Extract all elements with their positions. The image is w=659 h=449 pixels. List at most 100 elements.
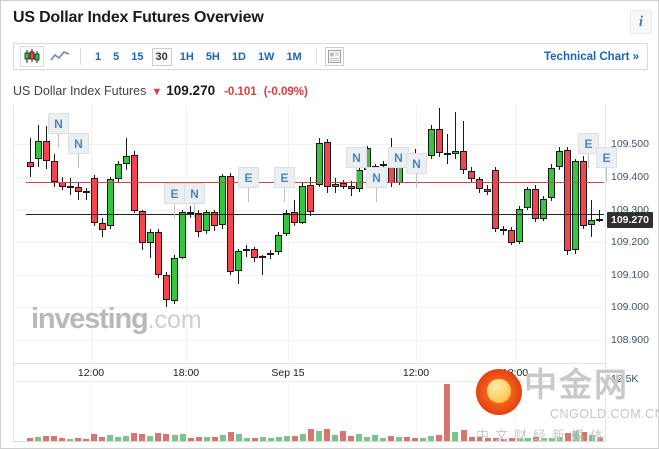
news-event-marker[interactable]: N bbox=[388, 147, 409, 168]
economic-event-marker[interactable]: E bbox=[596, 147, 617, 168]
volume-bar-up bbox=[171, 434, 178, 441]
header: US Dollar Index Futures Overview i bbox=[1, 1, 659, 39]
candle-body-up bbox=[219, 176, 227, 226]
volume-bar-down bbox=[75, 437, 82, 441]
price-axis-label: 109.300 bbox=[611, 203, 649, 216]
timeframe-5h[interactable]: 5H bbox=[205, 50, 220, 63]
time-axis-label: 12:00 bbox=[402, 367, 430, 379]
volume-bar-up bbox=[516, 437, 523, 441]
candle-wick bbox=[77, 183, 79, 200]
candle-body-down bbox=[187, 211, 195, 214]
info-icon-glyph: i bbox=[638, 13, 644, 30]
volume-bar-down bbox=[43, 435, 50, 441]
timeframe-1h[interactable]: 1H bbox=[179, 50, 194, 63]
chart-right-border bbox=[605, 105, 606, 441]
news-event-marker[interactable]: N bbox=[346, 147, 367, 168]
economic-event-marker[interactable]: E bbox=[238, 167, 259, 188]
economic-event-marker[interactable]: E bbox=[578, 133, 599, 154]
volume-bar-up bbox=[267, 438, 274, 441]
candle-body-up bbox=[179, 212, 187, 258]
volume-bar-up bbox=[235, 433, 242, 441]
chart-left-border bbox=[13, 105, 14, 441]
candle-wick bbox=[599, 209, 601, 222]
volume-bar-down bbox=[251, 437, 258, 441]
timeframe-15[interactable]: 15 bbox=[131, 50, 144, 63]
timeframe-5[interactable]: 5 bbox=[113, 50, 120, 63]
event-marker-stem bbox=[356, 168, 357, 182]
candle-body-down bbox=[195, 212, 203, 232]
timeframe-1d[interactable]: 1D bbox=[231, 50, 246, 63]
volume-bar-up bbox=[572, 430, 579, 441]
candle-body-down bbox=[323, 141, 331, 188]
gridline-h bbox=[13, 242, 605, 243]
candle-wick bbox=[591, 199, 593, 238]
timeframe-1m[interactable]: 1M bbox=[286, 50, 302, 63]
candle-body-down bbox=[508, 230, 516, 243]
candle-wick bbox=[463, 121, 464, 174]
candle-body-up bbox=[122, 155, 130, 164]
chart-area[interactable]: 109.270 109.500 109.400 109.300 109.200 109.… bbox=[13, 105, 659, 445]
candlestick-chart-icon[interactable] bbox=[20, 46, 44, 67]
timeframe-30[interactable]: 30 bbox=[151, 47, 172, 66]
volume-bar-down bbox=[388, 435, 395, 441]
economic-event-marker[interactable]: E bbox=[164, 183, 185, 204]
price-axis-label: 109.500 bbox=[611, 138, 649, 151]
candle-body-down bbox=[596, 218, 604, 221]
volume-bar-up bbox=[299, 433, 306, 441]
news-event-marker[interactable]: N bbox=[184, 183, 205, 204]
candle-body-down bbox=[435, 128, 443, 154]
event-marker-stem bbox=[606, 168, 607, 182]
news-event-marker[interactable]: N bbox=[68, 133, 89, 154]
candle-body-down bbox=[138, 210, 146, 243]
candle-body-up bbox=[171, 258, 178, 301]
open-line bbox=[26, 214, 604, 215]
candle-body-down bbox=[42, 140, 50, 161]
candle-body-up bbox=[66, 185, 74, 188]
price-axis-label: 109.100 bbox=[611, 268, 649, 281]
event-marker-stem bbox=[398, 168, 399, 182]
gridline-h bbox=[13, 340, 605, 341]
volume-bar-down bbox=[324, 429, 331, 441]
toolbar-divider-2 bbox=[315, 48, 317, 65]
candle-body-up bbox=[572, 161, 580, 251]
volume-axis-label: 12.5K bbox=[611, 373, 639, 385]
news-event-marker[interactable]: N bbox=[406, 153, 427, 174]
event-marker-stem bbox=[58, 134, 59, 148]
technical-chart-link[interactable]: Technical Chart » bbox=[543, 50, 639, 63]
candle-body-up bbox=[283, 212, 291, 234]
news-list-icon[interactable] bbox=[324, 47, 344, 66]
volume-bar-down bbox=[211, 437, 218, 441]
candlestick-plot[interactable] bbox=[26, 105, 604, 363]
volume-bar-up bbox=[548, 437, 555, 441]
volume-bar-up bbox=[356, 434, 363, 441]
time-axis-label: Sep 15 bbox=[271, 367, 305, 379]
candle-wick bbox=[446, 134, 448, 164]
volume-bar-down bbox=[139, 433, 146, 441]
candle-body-down bbox=[460, 150, 467, 171]
volume-bar-down bbox=[131, 433, 138, 441]
time-axis-label: 18:00 bbox=[172, 367, 200, 379]
volume-bar-up bbox=[540, 438, 547, 441]
previous-close-line bbox=[26, 182, 604, 183]
line-chart-icon[interactable] bbox=[48, 46, 72, 67]
news-event-marker[interactable]: N bbox=[366, 167, 387, 188]
economic-event-marker[interactable]: E bbox=[274, 167, 295, 188]
candle-body-up bbox=[548, 167, 556, 199]
news-event-marker[interactable]: N bbox=[48, 113, 69, 134]
volume-bar-up bbox=[283, 436, 290, 441]
volume-bar-down bbox=[348, 436, 355, 441]
volume-bar-up bbox=[219, 435, 226, 441]
price-axis-label: 108.900 bbox=[611, 334, 649, 347]
volume-bar-down bbox=[195, 436, 202, 441]
event-marker-stem bbox=[284, 188, 285, 202]
price-axis-baseline bbox=[13, 363, 605, 364]
volume-bar-down bbox=[99, 436, 106, 441]
candle-body-up bbox=[235, 251, 243, 271]
timeframe-1[interactable]: 1 bbox=[95, 50, 102, 63]
info-icon[interactable]: i bbox=[630, 10, 652, 34]
volume-bar-up bbox=[123, 436, 130, 441]
event-marker-stem bbox=[376, 188, 377, 202]
volume-bar-up bbox=[275, 436, 282, 441]
timeframe-1w[interactable]: 1W bbox=[257, 50, 275, 63]
gridline-v bbox=[288, 105, 289, 363]
